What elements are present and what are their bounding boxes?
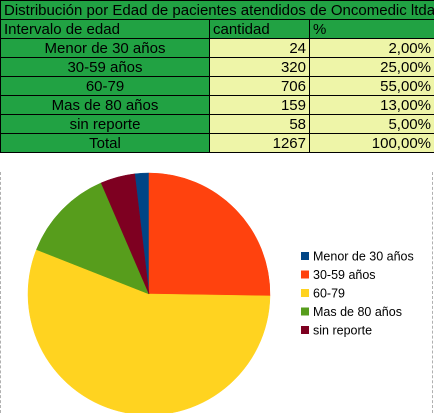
row-label[interactable]: sin reporte [0,114,210,134]
header-count[interactable]: cantidad [209,19,310,39]
row-percent[interactable]: 2,00% [309,38,434,58]
row-label[interactable]: 30-59 años [0,57,210,77]
total-percent[interactable]: 100,00% [309,133,434,153]
legend-swatch [301,326,309,334]
pie-slice-4[interactable] [36,182,150,295]
legend-swatch [301,252,309,260]
table-row: Menor de 30 años 24 2,00% [0,38,434,58]
row-count[interactable]: 24 [209,38,310,58]
legend-swatch [301,289,309,297]
total-label[interactable]: Total [0,133,210,153]
table-title-row: Distribución por Edad de pacientes atend… [0,0,434,20]
pie-slice-5[interactable] [100,173,150,295]
page-guide-left [0,172,1,413]
table-title[interactable]: Distribución por Edad de pacientes atend… [0,0,434,20]
table-total-row: Total 1267 100,00% [0,133,434,153]
pie-slices [27,172,271,413]
table-row: 30-59 años 320 25,00% [0,57,434,77]
legend-entry: 60-79 [313,287,345,301]
spreadsheet: Distribución por Edad de pacientes atend… [0,0,434,172]
pie-chart[interactable]: Menor de 30 años 30-59 años 60-79 Mas de 80… [0,172,434,413]
row-count[interactable]: 159 [209,95,310,115]
row-count[interactable]: 706 [209,76,310,96]
row-count[interactable]: 58 [209,114,310,134]
row-percent[interactable]: 5,00% [309,114,434,134]
legend-entry: 30-59 años [313,268,376,282]
row-percent[interactable]: 25,00% [309,57,434,77]
table-row: Mas de 80 años 159 13,00% [0,95,434,115]
row-percent[interactable]: 55,00% [309,76,434,96]
row-label[interactable]: Menor de 30 años [0,38,210,58]
legend-entry: sin reporte [313,324,372,338]
table-header-row: Intervalo de edad cantidad % [0,19,434,39]
row-label[interactable]: 60-79 [0,76,210,96]
header-percent[interactable]: % [309,19,434,39]
page-guide-right [432,172,433,413]
legend-entry: Mas de 80 años [313,305,402,319]
data-table: Distribución por Edad de pacientes atend… [0,0,434,153]
row-percent[interactable]: 13,00% [309,95,434,115]
legend-swatch [301,307,309,316]
pie-slice-2[interactable] [148,172,271,297]
table-row: 60-79 706 55,00% [0,76,434,96]
header-interval[interactable]: Intervalo de edad [0,19,210,39]
legend-swatch [301,270,309,279]
legend: Menor de 30 años 30-59 años 60-79 Mas de 80… [301,250,414,338]
table-row: sin reporte 58 5,00% [0,114,434,134]
row-count[interactable]: 320 [209,57,310,77]
legend-entry: Menor de 30 años [313,250,414,264]
total-count[interactable]: 1267 [209,133,310,153]
row-label[interactable]: Mas de 80 años [0,95,210,115]
